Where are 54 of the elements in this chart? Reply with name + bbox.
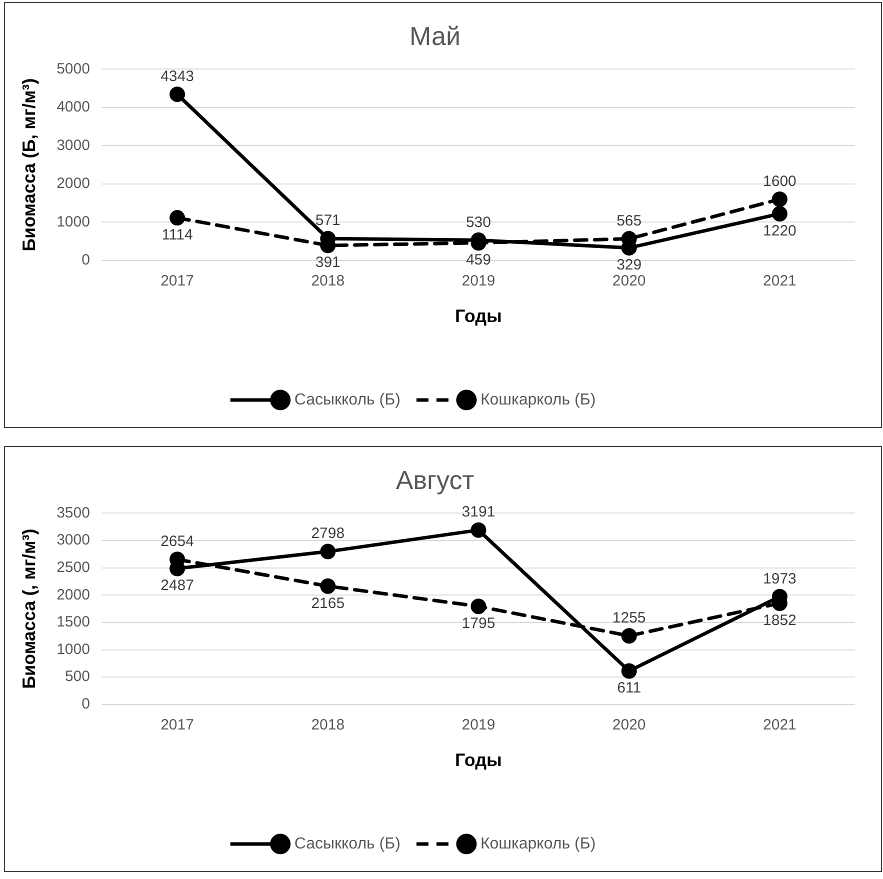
data-label: 1255 <box>612 609 646 626</box>
y-tick-label: 1000 <box>56 213 90 230</box>
data-label: 4343 <box>160 68 194 85</box>
y-tick-label: 2500 <box>56 558 90 576</box>
x-tick-label: 2021 <box>763 272 796 290</box>
x-axis-title: Годы <box>455 750 502 770</box>
chart-title: Май <box>410 20 460 51</box>
y-tick-label: 500 <box>64 668 90 686</box>
y-tick-label: 3000 <box>56 136 90 154</box>
data-label: 565 <box>616 212 642 230</box>
legend-label: Сасыкколь (Б) <box>294 835 400 852</box>
y-tick-label: 5000 <box>56 60 90 78</box>
chart-title: Август <box>396 464 474 495</box>
data-label: 2487 <box>160 577 194 594</box>
data-label: 1852 <box>763 612 796 629</box>
y-axis-title: Биомасса (Б, мг/м³) <box>18 78 39 252</box>
y-tick-label: 0 <box>82 696 90 713</box>
y-tick-label: 1000 <box>56 640 90 658</box>
data-label: 329 <box>616 256 642 274</box>
y-tick-label: 0 <box>82 252 90 269</box>
y-tick-label: 3500 <box>56 504 90 522</box>
x-tick-label: 2017 <box>160 272 194 290</box>
legend-label: Сасыкколь (Б) <box>294 391 400 408</box>
data-label: 391 <box>315 254 340 272</box>
x-tick-label: 2021 <box>763 716 796 734</box>
data-label: 530 <box>466 214 491 231</box>
data-label: 1795 <box>462 614 496 632</box>
x-axis-title: Годы <box>455 306 502 326</box>
data-label: 571 <box>315 212 340 230</box>
y-tick-label: 4000 <box>56 98 90 116</box>
data-label: 1973 <box>763 570 796 588</box>
x-tick-label: 2019 <box>462 272 496 290</box>
data-label: 2798 <box>311 525 345 542</box>
data-label: 2165 <box>311 594 345 612</box>
legend-label: Кошкарколь (Б) <box>480 835 596 852</box>
data-label: 1600 <box>763 172 796 190</box>
y-tick-label: 2000 <box>56 175 90 192</box>
x-tick-label: 2019 <box>462 716 496 734</box>
data-label: 459 <box>466 251 491 268</box>
y-tick-label: 2000 <box>56 586 90 604</box>
x-tick-label: 2018 <box>311 272 345 290</box>
data-label: 3191 <box>462 504 496 521</box>
x-tick-label: 2018 <box>311 716 345 734</box>
y-axis-title: Биомасса (, мг/м³) <box>18 528 39 689</box>
data-label: 1114 <box>162 226 193 244</box>
data-label: 611 <box>617 680 642 697</box>
data-label: 1220 <box>763 222 796 240</box>
y-tick-label: 3000 <box>56 532 90 549</box>
x-tick-label: 2017 <box>160 716 194 734</box>
legend-label: Кошкарколь (Б) <box>480 391 596 408</box>
y-tick-label: 1500 <box>56 614 90 631</box>
data-label: 2654 <box>160 533 194 550</box>
x-tick-label: 2020 <box>612 272 646 290</box>
x-tick-label: 2020 <box>612 716 646 734</box>
